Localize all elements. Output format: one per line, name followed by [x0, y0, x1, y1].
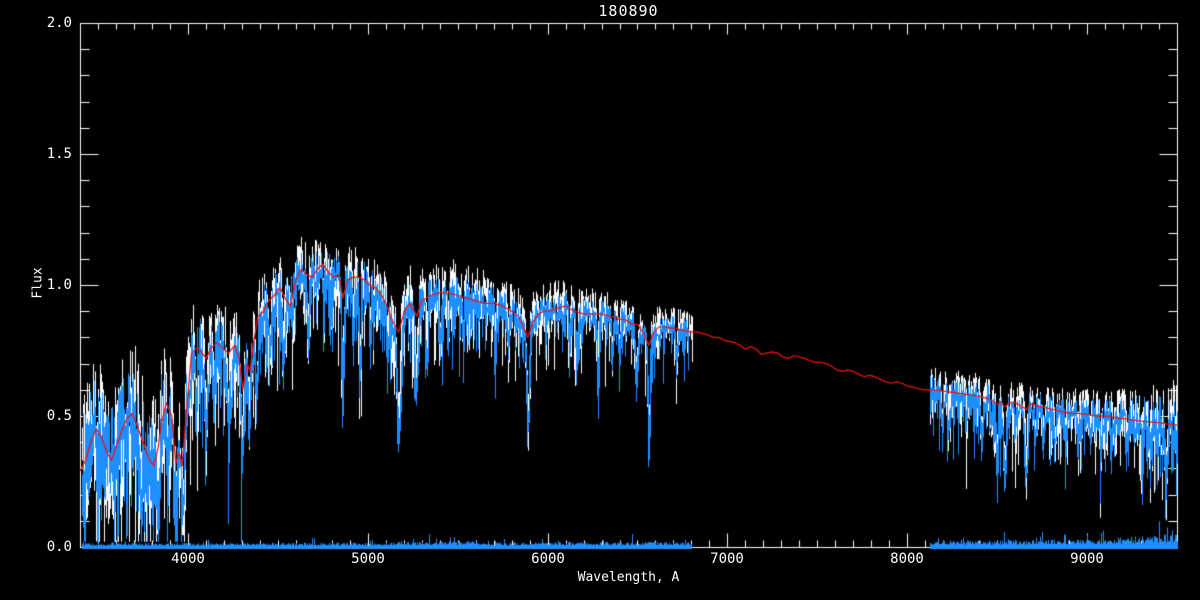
x-tick-label-7000: 7000	[710, 551, 744, 567]
y-tick-label-1.5: 1.5	[46, 146, 72, 162]
y-tick-label-1.0: 1.0	[46, 277, 72, 293]
y-tick-label-0.0: 0.0	[46, 539, 72, 555]
plot-title: 180890	[598, 2, 659, 20]
y-tick-label-2.0: 2.0	[46, 15, 72, 31]
x-tick-label-9000: 9000	[1070, 551, 1104, 567]
x-tick-label-4000: 4000	[171, 551, 205, 567]
x-tick-label-6000: 6000	[531, 551, 565, 567]
x-tick-label-5000: 5000	[351, 551, 385, 567]
x-axis-label: Wavelength, A	[577, 570, 680, 585]
x-tick-label-8000: 8000	[890, 551, 924, 567]
y-tick-label-0.5: 0.5	[46, 408, 72, 424]
